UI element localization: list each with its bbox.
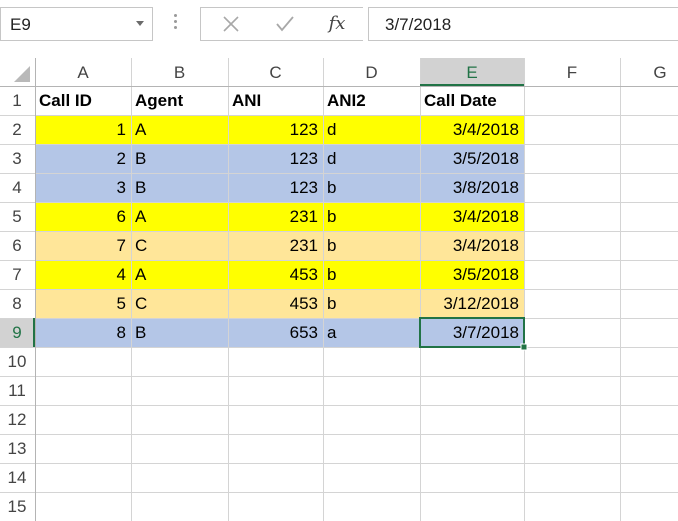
check-icon bbox=[276, 16, 294, 32]
table-cell[interactable]: 3/5/2018 bbox=[452, 265, 519, 284]
row-fill bbox=[35, 318, 524, 347]
table-cell[interactable]: b bbox=[327, 294, 337, 313]
table-cell[interactable]: 453 bbox=[289, 294, 318, 313]
table-cell[interactable]: C bbox=[135, 294, 148, 313]
table-cell[interactable]: C bbox=[135, 236, 148, 255]
table-cell[interactable]: d bbox=[327, 149, 337, 168]
drag-handle-icon[interactable] bbox=[174, 14, 178, 34]
fx-label: fx bbox=[328, 13, 346, 34]
table-cell[interactable]: 231 bbox=[289, 207, 318, 226]
column-header-f[interactable]: F bbox=[566, 63, 578, 82]
row-header-5[interactable]: 5 bbox=[12, 207, 22, 226]
row-header-12[interactable]: 12 bbox=[7, 410, 27, 429]
table-cell[interactable]: 453 bbox=[289, 265, 318, 284]
grid-lines bbox=[0, 58, 678, 521]
row-header-1[interactable]: 1 bbox=[12, 91, 22, 110]
row-header-bar bbox=[0, 86, 35, 521]
row-fill bbox=[35, 202, 524, 231]
chevron-down-icon[interactable] bbox=[136, 21, 144, 26]
table-cell[interactable]: 8 bbox=[116, 323, 126, 342]
column-header-d[interactable]: D bbox=[365, 63, 378, 82]
column-header-e[interactable]: E bbox=[466, 63, 478, 82]
table-cell[interactable]: A bbox=[135, 120, 147, 139]
formula-buttons: fx bbox=[200, 7, 363, 41]
row-fill bbox=[35, 173, 524, 202]
table-cell[interactable]: 653 bbox=[289, 323, 318, 342]
header-cell[interactable]: Agent bbox=[135, 91, 184, 110]
table-cell[interactable]: b bbox=[327, 207, 337, 226]
table-cell[interactable]: 123 bbox=[289, 149, 318, 168]
active-cell-border[interactable] bbox=[419, 317, 525, 348]
table-cell[interactable]: a bbox=[327, 323, 337, 342]
column-header-b[interactable]: B bbox=[173, 63, 186, 82]
header-cell[interactable]: Call ID bbox=[39, 91, 92, 110]
table-cell[interactable]: b bbox=[327, 178, 337, 197]
table-cell[interactable]: 4 bbox=[116, 265, 126, 284]
row-fill bbox=[35, 144, 524, 173]
row-header-13[interactable]: 13 bbox=[7, 439, 27, 458]
row-header-7[interactable]: 7 bbox=[12, 265, 22, 284]
formula-value: 3/7/2018 bbox=[385, 15, 452, 34]
table-cell[interactable]: 6 bbox=[116, 207, 126, 226]
row-header-4[interactable]: 4 bbox=[12, 178, 22, 197]
enter-button[interactable] bbox=[263, 8, 307, 40]
name-box[interactable]: E9 bbox=[0, 7, 153, 41]
row-fill bbox=[35, 289, 524, 318]
formula-bar: E9 fx 3/7/2018 bbox=[0, 0, 678, 50]
insert-function-button[interactable]: fx bbox=[315, 8, 359, 40]
name-box-value: E9 bbox=[10, 15, 31, 34]
header-cell[interactable]: ANI bbox=[232, 91, 262, 110]
header-cell[interactable]: Call Date bbox=[424, 91, 497, 110]
table-cell[interactable]: 3/4/2018 bbox=[452, 236, 519, 255]
header-cell[interactable]: ANI2 bbox=[327, 91, 366, 110]
column-header-a[interactable]: A bbox=[77, 63, 89, 82]
table-cell[interactable]: b bbox=[327, 265, 337, 284]
table-cell[interactable]: 2 bbox=[116, 149, 126, 168]
row-header-15[interactable]: 15 bbox=[7, 497, 27, 516]
row-header-10[interactable]: 10 bbox=[7, 352, 27, 371]
table-cell[interactable]: 1 bbox=[116, 120, 126, 139]
row-fill bbox=[35, 231, 524, 260]
column-header-bar bbox=[0, 58, 678, 86]
select-all-icon[interactable] bbox=[14, 66, 30, 82]
table-cell[interactable]: A bbox=[135, 207, 147, 226]
table-cell[interactable]: 5 bbox=[116, 294, 126, 313]
table-cell[interactable]: 3 bbox=[116, 178, 126, 197]
selected-row-header bbox=[0, 318, 35, 347]
table-cell[interactable]: 3/8/2018 bbox=[452, 178, 519, 197]
row-fill bbox=[35, 260, 524, 289]
row-header-8[interactable]: 8 bbox=[12, 294, 22, 313]
table-cell[interactable]: B bbox=[135, 178, 147, 197]
table-cell[interactable]: 231 bbox=[289, 236, 318, 255]
table-cell[interactable]: 3/12/2018 bbox=[443, 294, 519, 313]
table-cell[interactable]: 123 bbox=[289, 120, 318, 139]
row-header-3[interactable]: 3 bbox=[12, 149, 22, 168]
table-cell[interactable]: 3/4/2018 bbox=[452, 207, 519, 226]
row-header-2[interactable]: 2 bbox=[12, 120, 22, 139]
selected-column-header bbox=[420, 58, 524, 86]
close-icon bbox=[223, 16, 239, 32]
spreadsheet-grid[interactable]: A B C D E F G 1 2 3 4 5 6 7 8 9 10 11 12 13 14 15 Call ID Agent… bbox=[0, 58, 678, 521]
table-cell[interactable]: b bbox=[327, 236, 337, 255]
column-header-g[interactable]: G bbox=[653, 63, 667, 82]
row-header-14[interactable]: 14 bbox=[7, 468, 27, 487]
table-cell[interactable]: 3/4/2018 bbox=[452, 120, 519, 139]
table-cell[interactable]: 123 bbox=[289, 178, 318, 197]
table-cell[interactable]: d bbox=[327, 120, 337, 139]
table-cell[interactable]: B bbox=[135, 149, 147, 168]
column-header-c[interactable]: C bbox=[269, 63, 282, 82]
row-header-11[interactable]: 11 bbox=[8, 381, 26, 400]
row-header-9[interactable]: 9 bbox=[12, 323, 22, 342]
row-header-6[interactable]: 6 bbox=[12, 236, 22, 255]
table-cell[interactable]: 3/5/2018 bbox=[452, 149, 519, 168]
cancel-button[interactable] bbox=[209, 8, 253, 40]
table-cell[interactable]: 3/7/2018 bbox=[452, 323, 519, 342]
row-fill bbox=[35, 115, 524, 144]
formula-input[interactable]: 3/7/2018 bbox=[368, 7, 678, 41]
table-cell[interactable]: B bbox=[135, 323, 147, 342]
table-cell[interactable]: 7 bbox=[116, 236, 126, 255]
table-cell[interactable]: A bbox=[135, 265, 147, 284]
fill-handle[interactable] bbox=[520, 343, 528, 351]
